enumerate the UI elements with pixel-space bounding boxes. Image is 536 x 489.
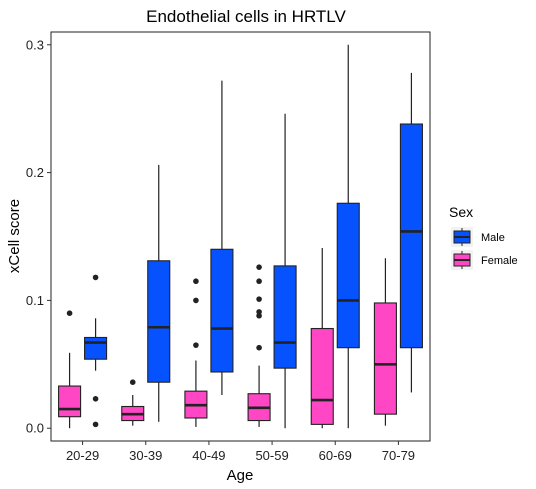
box-male-30-39: [147, 164, 171, 422]
box-body: [373, 302, 397, 415]
x-tick-label: 30-39: [129, 448, 162, 463]
box-body: [273, 265, 297, 369]
outlier-point: [66, 310, 73, 316]
legend-label: Female: [481, 255, 518, 267]
outlier-point: [92, 396, 99, 402]
y-tick-label: 0.3: [26, 37, 44, 52]
box-body: [147, 260, 171, 383]
box-female-50-59: [247, 264, 271, 427]
outlier-point: [256, 264, 262, 270]
box-female-40-49: [184, 278, 208, 427]
y-tick-label: 0.0: [26, 421, 44, 436]
box-body: [399, 123, 423, 349]
outlier-point: [256, 344, 262, 351]
outlier-point: [193, 297, 199, 304]
box-female-70-79: [373, 258, 397, 426]
outlier-point: [256, 296, 262, 302]
box-body: [210, 248, 234, 373]
y-axis-title: xCell score: [6, 199, 23, 273]
outlier-point: [193, 342, 199, 348]
chart-title: Endothelial cells in HRTLV: [146, 7, 346, 26]
box-male-40-49: [210, 80, 234, 395]
y-tick-label: 0.1: [26, 293, 44, 308]
plot-panel: [50, 31, 431, 442]
legend-item-male: Male: [451, 227, 505, 247]
y-axis: 0.0 0.1 0.2 0.3: [26, 37, 51, 436]
outlier-point: [256, 278, 262, 285]
outlier-point: [256, 309, 262, 315]
box-body: [84, 336, 108, 360]
box-body: [58, 385, 82, 418]
legend: Sex Male Female: [449, 204, 518, 270]
x-tick-label: 40-49: [192, 448, 225, 463]
box-female-20-29: [58, 310, 82, 429]
y-tick-label: 0.2: [26, 165, 44, 180]
box-body: [310, 327, 334, 425]
outlier-point: [193, 278, 199, 285]
box-layer: [58, 44, 423, 429]
box-male-50-59: [273, 113, 297, 429]
x-tick-label: 70-79: [382, 448, 415, 463]
box-male-60-69: [336, 44, 360, 429]
x-tick-label: 20-29: [66, 448, 99, 463]
x-axis: 20-29 30-39 40-49 50-59 60-69 70-79: [66, 441, 415, 463]
outlier-point: [256, 312, 262, 319]
x-tick-label: 60-69: [319, 448, 352, 463]
x-axis-title: Age: [227, 467, 254, 484]
box-male-70-79: [399, 72, 423, 393]
legend-title: Sex: [449, 204, 473, 220]
outlier-point: [92, 421, 99, 428]
box-body: [336, 202, 360, 349]
outlier-point: [92, 274, 99, 281]
legend-label: Male: [481, 232, 505, 244]
outlier-point: [129, 379, 136, 386]
legend-item-female: Female: [451, 250, 518, 270]
box-male-20-29: [84, 274, 108, 428]
box-female-30-39: [121, 379, 145, 426]
box-female-60-69: [310, 248, 334, 429]
x-tick-label: 50-59: [255, 448, 288, 463]
